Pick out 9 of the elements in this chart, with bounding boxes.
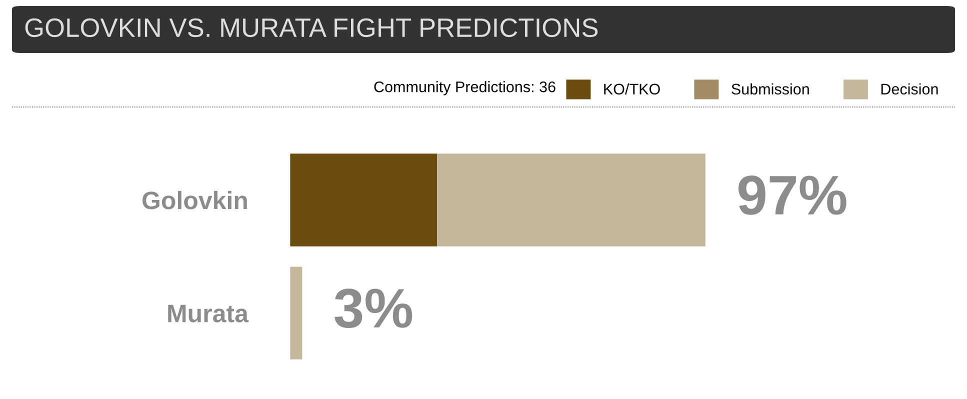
chart-title: GOLOVKIN VS. MURATA FIGHT PREDICTIONS: [25, 18, 598, 38]
legend-title: Community Predictions: 36: [374, 81, 556, 96]
legend-label: KO/TKO: [604, 83, 660, 95]
y-tick-label: Murata: [168, 304, 249, 322]
legend-label: Submission: [732, 83, 809, 95]
annotation: 3%: [334, 288, 412, 328]
text: 97%: [738, 176, 846, 215]
legend-label: Decision: [881, 83, 938, 95]
y-tick-label: Golovkin: [142, 190, 247, 210]
